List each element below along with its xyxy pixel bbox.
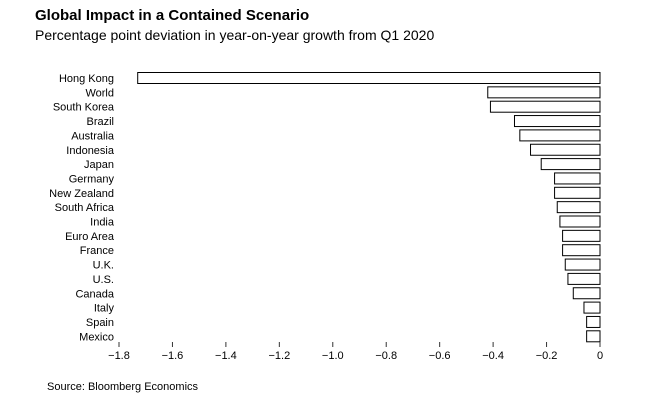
category-label-south-africa: South Africa <box>55 202 115 214</box>
bar-india <box>559 215 601 228</box>
bar-australia <box>519 129 601 142</box>
bar-spain <box>586 315 601 328</box>
category-label-france: France <box>80 245 114 257</box>
category-label-australia: Australia <box>71 130 115 142</box>
category-label-south-korea: South Korea <box>53 102 115 114</box>
x-tick-label: −0.8 <box>375 350 397 362</box>
category-label-brazil: Brazil <box>86 116 114 128</box>
category-label-italy: Italy <box>94 303 115 315</box>
category-label-canada: Canada <box>75 288 114 300</box>
bar-hong-kong <box>137 72 601 84</box>
bar-france <box>562 244 601 257</box>
bar-canada <box>572 287 601 300</box>
source-note: Source: Bloomberg Economics <box>47 381 199 393</box>
category-label-japan: Japan <box>84 159 114 171</box>
bar-germany <box>554 172 601 185</box>
x-tick-label: −0.6 <box>429 350 451 362</box>
category-label-world: World <box>85 87 114 99</box>
x-tick-label: −1.2 <box>268 350 290 362</box>
x-tick-label: −1.8 <box>108 350 130 362</box>
x-tick-label: −0.4 <box>482 350 504 362</box>
x-tick-label: −1.6 <box>162 350 184 362</box>
x-tick-label: −0.2 <box>536 350 558 362</box>
bar-euro-area <box>562 229 601 242</box>
category-label-mexico: Mexico <box>79 331 114 343</box>
category-label-indonesia: Indonesia <box>66 145 115 157</box>
chart-subtitle: Percentage point deviation in year-on-ye… <box>35 27 435 43</box>
category-label-new-zealand: New Zealand <box>49 188 114 200</box>
bar-mexico <box>586 330 601 343</box>
category-label-u-k: U.K. <box>93 260 114 272</box>
bar-u-k <box>564 258 601 271</box>
bar-indonesia <box>530 143 601 156</box>
chart-title: Global Impact in a Contained Scenario <box>35 7 310 24</box>
category-label-euro-area: Euro Area <box>65 231 115 243</box>
category-label-u-s: U.S. <box>93 274 114 286</box>
bar-world <box>487 86 601 99</box>
bar-south-korea <box>489 100 601 113</box>
category-label-india: India <box>90 217 115 229</box>
bar-brazil <box>513 115 601 128</box>
category-label-germany: Germany <box>69 173 115 185</box>
bar-italy <box>583 301 601 314</box>
category-label-spain: Spain <box>86 317 114 329</box>
x-tick-label: 0 <box>597 350 603 362</box>
bar-japan <box>540 158 601 171</box>
x-tick-label: −1.0 <box>322 350 344 362</box>
bar-u-s <box>567 272 601 285</box>
bar-new-zealand <box>554 186 601 199</box>
x-tick-label: −1.4 <box>215 350 237 362</box>
bar-south-africa <box>556 201 601 214</box>
category-label-hong-kong: Hong Kong <box>59 73 114 85</box>
